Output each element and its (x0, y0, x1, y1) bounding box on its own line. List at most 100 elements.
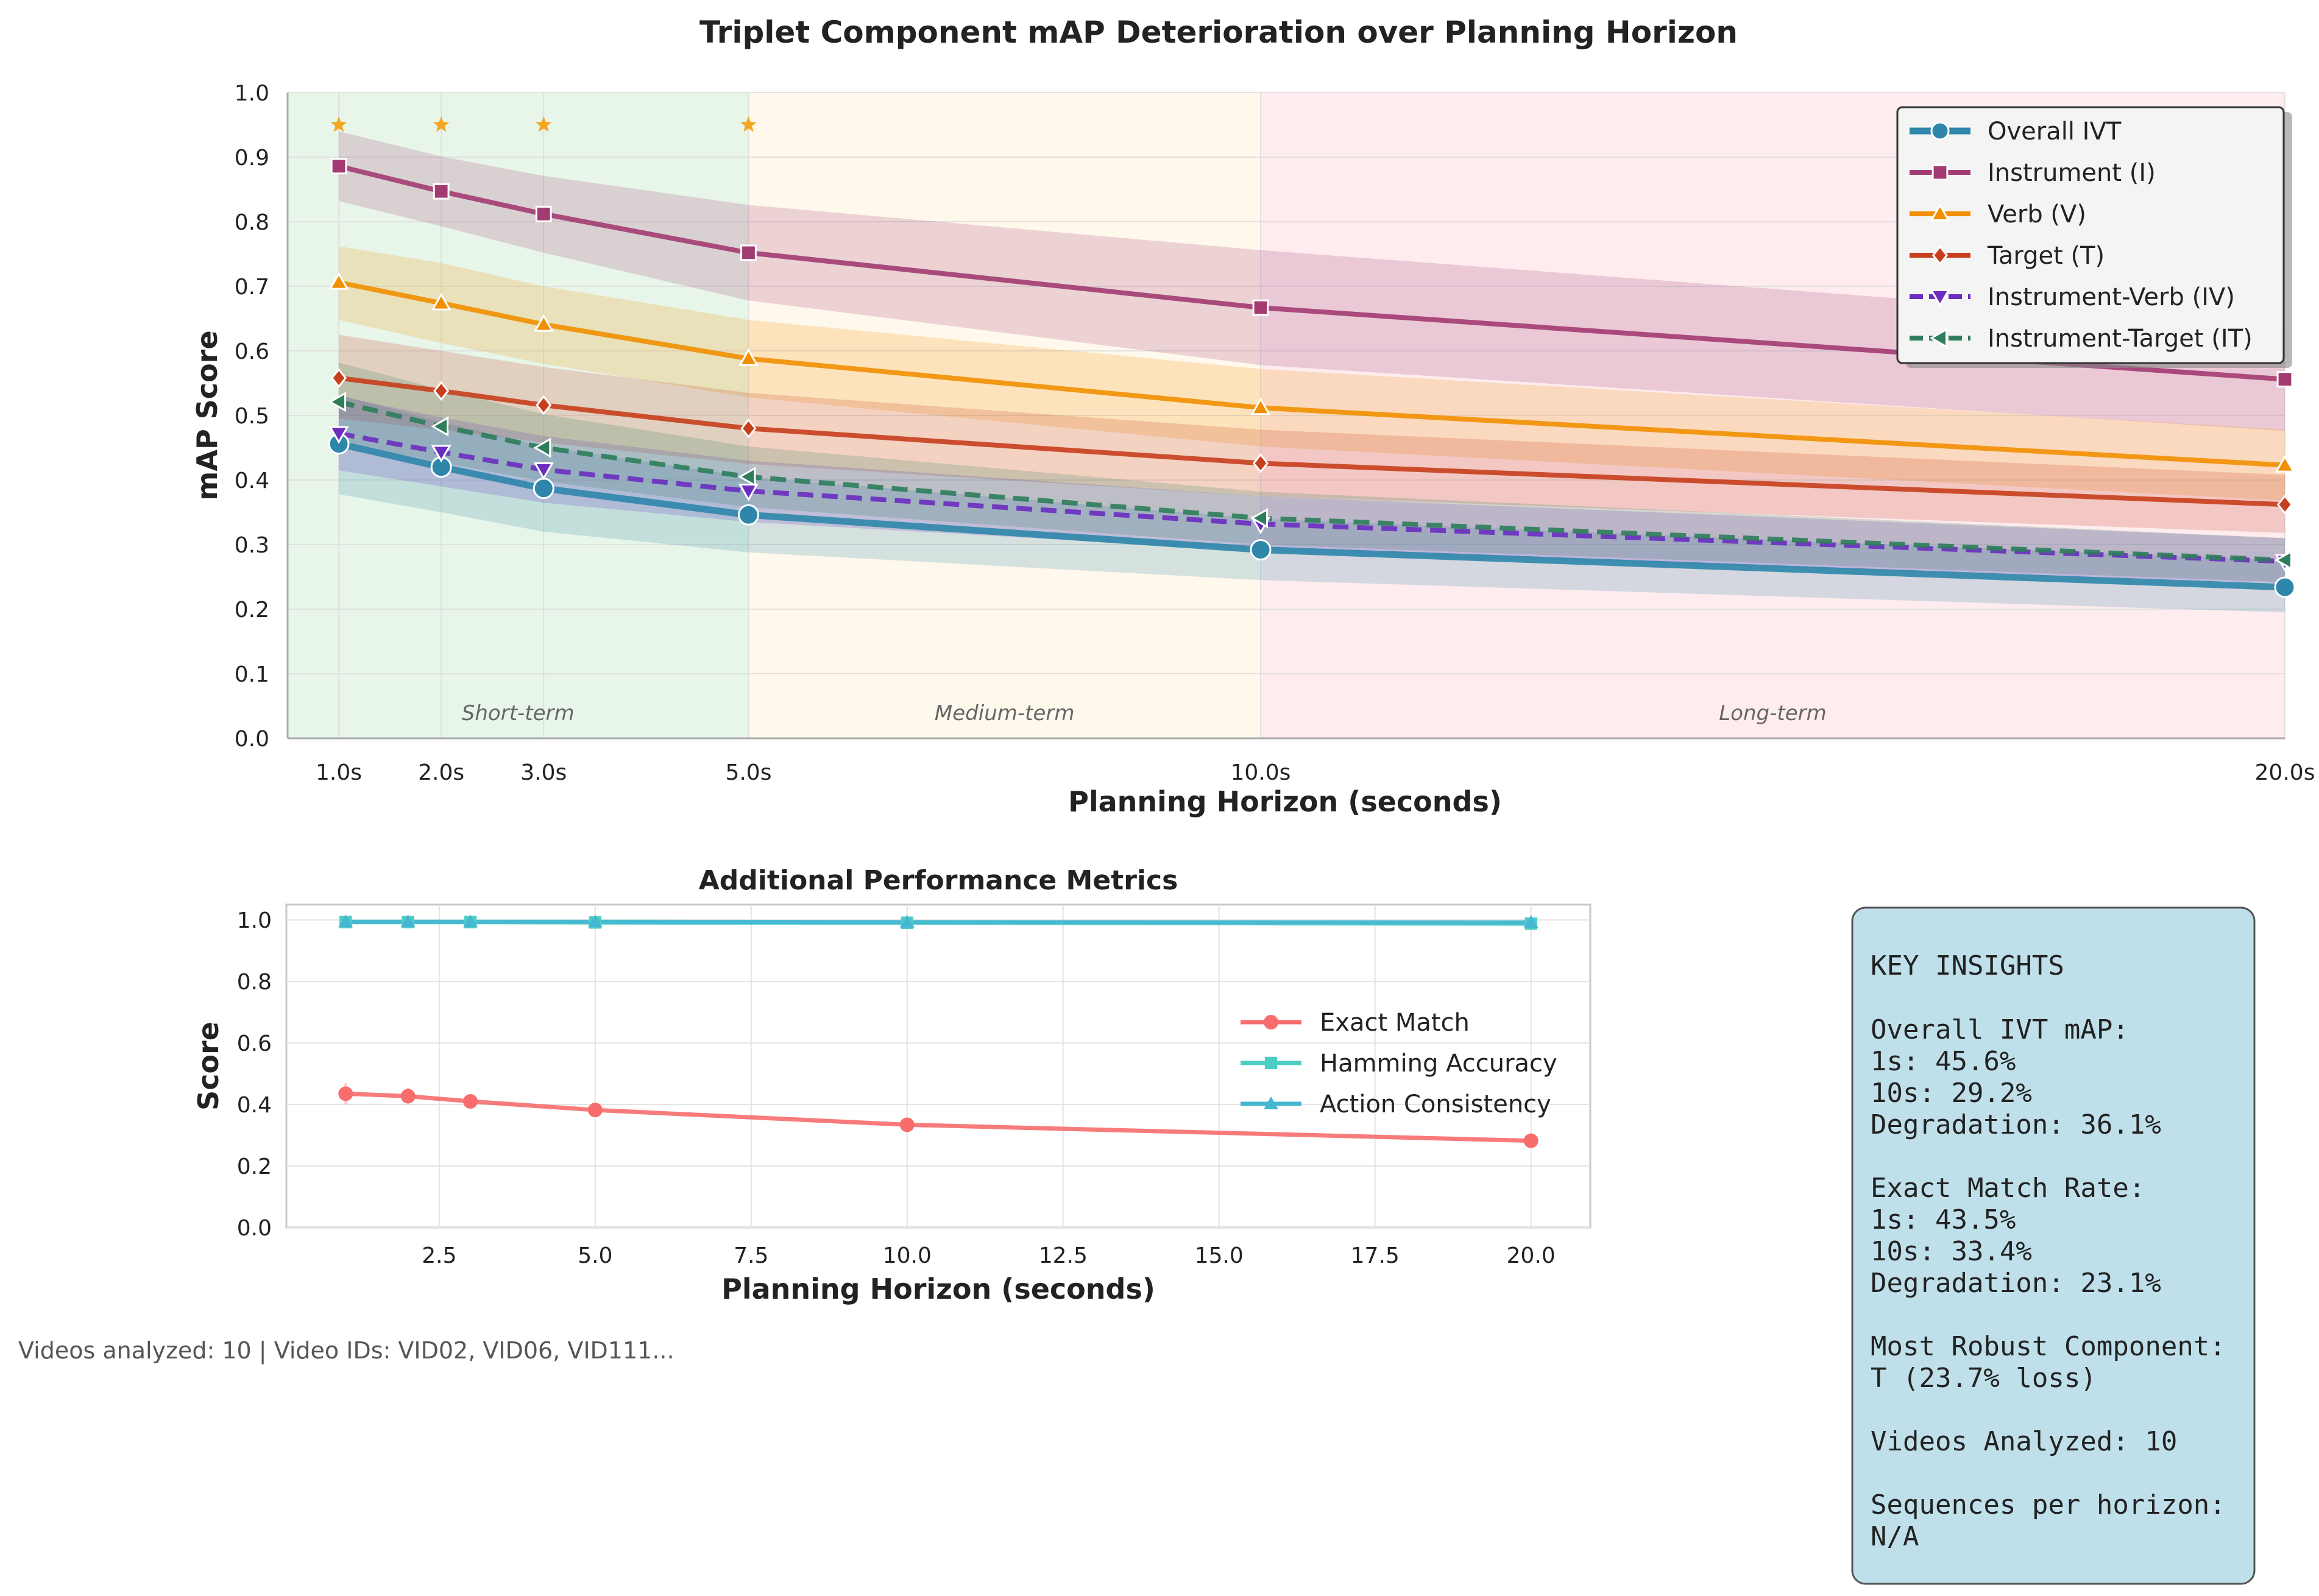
legend-marker-overall (1930, 121, 1950, 141)
bottom-y-tick: 0.0 (237, 1216, 272, 1241)
star-marker (330, 116, 347, 132)
marker-it (431, 416, 449, 437)
marker-verb (533, 314, 554, 332)
legend-marker-instrument (1931, 164, 1949, 181)
bottom-marker-consistency (1523, 915, 1538, 928)
zone-label: Short-term (462, 701, 575, 726)
footer-text: Videos analyzed: 10 | Video IDs: VID02, … (18, 1337, 674, 1365)
marker-target (433, 381, 450, 401)
top-y-axis-label: mAP Score (191, 330, 224, 500)
marker-it (738, 467, 756, 487)
bottom-series-markers (338, 914, 1538, 1148)
line-it (338, 399, 2285, 563)
marker-verb (2275, 454, 2295, 473)
marker-target (330, 368, 347, 388)
top-axes (286, 93, 2285, 740)
legend-label-instrument: Instrument (I) (1988, 159, 2156, 187)
top-y-tick: 0.7 (235, 275, 269, 300)
legend-marker-target (1931, 245, 1949, 266)
marker-overall (1250, 538, 1272, 560)
bottom-marker-exact (463, 1094, 478, 1109)
top-x-tick: 3.0s (520, 760, 567, 785)
top-y-tick: 0.3 (235, 533, 269, 558)
marker-instrument (535, 205, 552, 222)
bottom-legend-marker-consistency (1264, 1096, 1278, 1109)
top-y-tick: 0.5 (235, 404, 269, 429)
insights-em-heading: Exact Match Rate: (1871, 1173, 2145, 1204)
marker-it (1250, 507, 1268, 529)
marker-instrument (1252, 299, 1269, 316)
legend-marker-it (1929, 328, 1947, 348)
top-y-tick: 0.9 (235, 146, 269, 171)
bottom-y-axis-label: Score (192, 1022, 225, 1110)
top-legend: Overall IVT Instrument (I) Verb (V) Target … (1896, 106, 2292, 368)
top-y-tick: 0.6 (235, 339, 269, 364)
bottom-marker-exact (587, 1103, 603, 1118)
marker-overall (2274, 576, 2296, 598)
bottom-x-tick: 2.5 (422, 1243, 456, 1268)
bottom-x-tick: 5.0 (578, 1243, 612, 1268)
insights-robust-value: T (23.7% loss) (1871, 1363, 2097, 1394)
legend-marker-verb (1930, 203, 1950, 221)
insights-ivt-degradation: Degradation: 36.1% (1871, 1109, 2161, 1140)
bottom-y-tick: 0.6 (237, 1031, 272, 1056)
line-target (338, 375, 2285, 507)
top-x-axis-label: Planning Horizon (seconds) (1068, 785, 1502, 818)
legend-label-target: Target (T) (1987, 242, 2105, 270)
bottom-legend-label-hamming: Hamming Accuracy (1320, 1050, 1557, 1078)
legend-label-iv: Instrument-Verb (IV) (1988, 283, 2235, 311)
bottom-plot-area (285, 903, 1591, 1229)
top-x-tick: 10.0s (1231, 760, 1291, 785)
top-y-tick: 0.4 (235, 468, 269, 493)
insights-ivt-heading: Overall IVT mAP: (1871, 1014, 2129, 1045)
marker-iv (533, 462, 554, 481)
bottom-marker-exact (1523, 1133, 1538, 1148)
top-y-tick: 0.8 (235, 210, 269, 235)
marker-instrument (433, 183, 450, 200)
insights-videos: Videos Analyzed: 10 (1871, 1426, 2177, 1457)
series-lines (338, 163, 2285, 591)
bottom-y-tick: 0.8 (237, 970, 272, 995)
bottom-legend-label-exact: Exact Match (1320, 1009, 1470, 1037)
insights-title: KEY INSIGHTS (1871, 950, 2064, 981)
bottom-y-tick: 0.4 (237, 1093, 272, 1118)
insights-sequences-heading: Sequences per horizon: (1871, 1489, 2226, 1520)
insights-em-1s: 1s: 43.5% (1871, 1204, 2016, 1235)
marker-overall (533, 478, 554, 500)
zone-labels: Short-term Medium-term Long-term (462, 701, 1827, 726)
insights-em-10s: 10s: 33.4% (1871, 1236, 2032, 1267)
top-tick-labels: 0.0 0.1 0.2 0.3 0.4 0.5 0.6 0.7 0.8 0.9 1.0 1.0s 2.0… (235, 81, 2315, 785)
star-marker (740, 116, 757, 132)
bottom-x-tick: 10.0 (883, 1243, 932, 1268)
marker-it (328, 392, 347, 412)
star-marker (535, 116, 552, 132)
top-y-tick: 0.2 (235, 598, 269, 623)
band-iv (339, 396, 2285, 584)
marker-target (2276, 494, 2293, 515)
band-it (339, 362, 2285, 582)
top-chart: Triplet Component mAP Deterioration over… (191, 15, 2315, 818)
marker-verb (738, 348, 759, 366)
bottom-marker-consistency (400, 914, 416, 928)
legend-label-overall: Overall IVT (1988, 118, 2122, 146)
line-verb (338, 280, 2285, 468)
marker-overall (737, 504, 759, 526)
bottom-marker-exact (338, 1086, 353, 1101)
insights-box (1851, 906, 2256, 1585)
top-y-tick: 0.1 (235, 662, 269, 687)
top-y-tick: 1.0 (235, 81, 269, 106)
marker-instrument (2276, 371, 2293, 388)
bottom-chart-title: Additional Performance Metrics (699, 865, 1178, 896)
insights-sequences-value: N/A (1871, 1521, 1919, 1552)
marker-instrument (740, 244, 757, 261)
bottom-x-tick: 12.5 (1039, 1243, 1088, 1268)
star-marker (433, 116, 450, 132)
bottom-legend: Exact Match Hamming Accuracy Action Consis… (1241, 1009, 1557, 1118)
marker-target (536, 395, 552, 415)
line-iv (338, 431, 2285, 564)
marker-verb (431, 292, 451, 311)
marker-iv (328, 426, 349, 444)
bottom-x-tick: 20.0 (1507, 1243, 1556, 1268)
top-legend-box (1896, 106, 2285, 364)
